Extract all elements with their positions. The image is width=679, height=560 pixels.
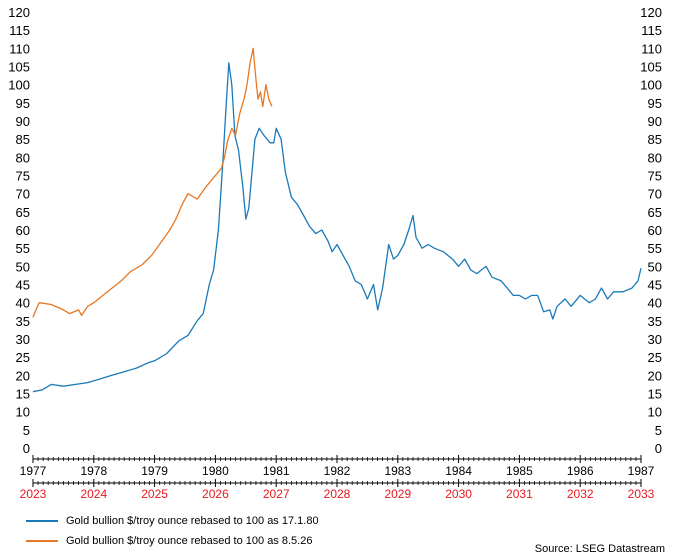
y-tick-left-30: 30	[16, 332, 30, 347]
y-tick-left-70: 70	[16, 187, 30, 202]
y-tick-left-20: 20	[16, 368, 30, 383]
y-tick-right-55: 55	[648, 241, 662, 256]
y-tick-left-45: 45	[16, 278, 30, 293]
y-tick-right-25: 25	[648, 350, 662, 365]
legend-item-1: Gold bullion $/troy ounce rebased to 100…	[26, 515, 319, 527]
y-tick-left-90: 90	[16, 114, 30, 129]
y-tick-right-5: 5	[655, 423, 662, 438]
x2-tick-label-2027: 2027	[263, 487, 290, 501]
x2-tick-label-2033: 2033	[628, 487, 655, 501]
x-tick-label-1987: 1987	[628, 464, 655, 478]
legend-item-2: Gold bullion $/troy ounce rebased to 100…	[26, 535, 312, 547]
legend-swatch-2	[26, 540, 58, 542]
y-tick-left-0: 0	[23, 441, 30, 456]
y-tick-left-35: 35	[16, 314, 30, 329]
y-tick-right-70: 70	[648, 187, 662, 202]
y-tick-right-100: 100	[640, 78, 662, 93]
y-tick-left-75: 75	[16, 169, 30, 184]
x2-tick-label-2030: 2030	[445, 487, 472, 501]
y-tick-right-110: 110	[641, 41, 662, 56]
y-tick-right-115: 115	[641, 23, 662, 38]
x-tick-label-1985: 1985	[506, 464, 533, 478]
y-tick-right-80: 80	[648, 150, 662, 165]
y-tick-right-95: 95	[648, 96, 662, 111]
y-tick-left-65: 65	[16, 205, 30, 220]
y-tick-right-75: 75	[648, 169, 662, 184]
y-tick-left-50: 50	[16, 259, 30, 274]
x2-tick-label-2024: 2024	[80, 487, 107, 501]
y-tick-left-5: 5	[23, 423, 30, 438]
y-tick-left-100: 100	[8, 78, 30, 93]
y-tick-left-10: 10	[16, 405, 30, 420]
y-axis-left: 0 5 10 15 20 25 30 35 40 45 50 55 60 65 70 75 80 85 90 95 10…	[8, 5, 30, 456]
y-tick-right-30: 30	[648, 332, 662, 347]
y-tick-right-35: 35	[648, 314, 662, 329]
y-tick-left-115: 115	[9, 23, 30, 38]
x-tick-label-1979: 1979	[141, 464, 168, 478]
x2-tick-label-2032: 2032	[567, 487, 594, 501]
x2-tick-label-2028: 2028	[324, 487, 351, 501]
x2-tick-label-2023: 2023	[20, 487, 47, 501]
y-tick-right-120: 120	[640, 5, 662, 20]
y-tick-right-65: 65	[648, 205, 662, 220]
x-tick-label-1984: 1984	[445, 464, 472, 478]
y-tick-left-55: 55	[16, 241, 30, 256]
y-tick-left-85: 85	[16, 132, 30, 147]
y-tick-left-120: 120	[8, 5, 30, 20]
x-tick-label-1980: 1980	[202, 464, 229, 478]
y-tick-left-25: 25	[16, 350, 30, 365]
y-tick-right-40: 40	[648, 296, 662, 311]
y-tick-right-45: 45	[648, 278, 662, 293]
y-tick-left-95: 95	[16, 96, 30, 111]
x2-tick-label-2025: 2025	[141, 487, 168, 501]
y-tick-right-20: 20	[648, 368, 662, 383]
x-tick-label-1978: 1978	[80, 464, 107, 478]
y-tick-left-15: 15	[16, 387, 30, 402]
x2-tick-label-2031: 2031	[506, 487, 533, 501]
source-note: Source: LSEG Datastream	[534, 543, 665, 555]
y-tick-left-60: 60	[16, 223, 30, 238]
y-tick-right-15: 15	[648, 387, 662, 402]
y-tick-left-40: 40	[16, 296, 30, 311]
y-tick-left-110: 110	[9, 41, 30, 56]
legend-label-2: Gold bullion $/troy ounce rebased to 100…	[66, 535, 313, 547]
x-tick-label-1982: 1982	[324, 464, 351, 478]
y-tick-right-50: 50	[648, 259, 662, 274]
x2-tick-label-2029: 2029	[384, 487, 411, 501]
x-tick-label-1986: 1986	[567, 464, 594, 478]
x-tick-label-1981: 1981	[263, 464, 290, 478]
series-line-2	[32, 47, 273, 318]
y-tick-right-85: 85	[648, 132, 662, 147]
y-tick-right-0: 0	[655, 441, 662, 456]
series-line-1	[32, 62, 642, 393]
legend-label-1: Gold bullion $/troy ounce rebased to 100…	[66, 515, 319, 527]
y-tick-right-10: 10	[648, 405, 662, 420]
y-tick-right-90: 90	[648, 114, 662, 129]
x-tick-label-1983: 1983	[384, 464, 411, 478]
x-axis: 1977 2023 1978 2024 1979 2025 1980 2026 1981 2027…	[20, 455, 655, 501]
x2-tick-label-2026: 2026	[202, 487, 229, 501]
y-tick-right-60: 60	[648, 223, 662, 238]
legend-swatch-1	[26, 520, 58, 522]
x-tick-label-1977: 1977	[20, 464, 47, 478]
y-tick-left-105: 105	[8, 60, 30, 75]
y-tick-left-80: 80	[16, 150, 30, 165]
y-axis-right: 0 5 10 15 20 25 30 35 40 45 50 55 60 65 70 75 80 85 90 95 10…	[640, 5, 662, 456]
y-tick-right-105: 105	[640, 60, 662, 75]
series-lines	[32, 47, 642, 393]
